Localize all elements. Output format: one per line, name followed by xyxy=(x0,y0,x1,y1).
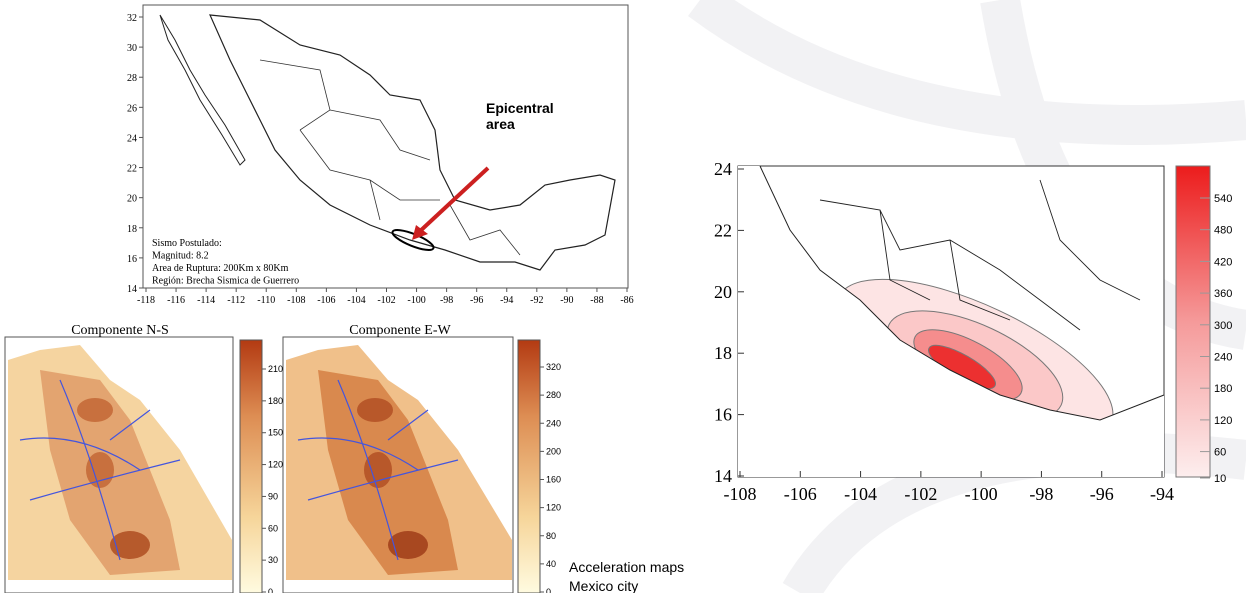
x-tick-label: -112 xyxy=(227,295,245,306)
y-tick-label: 24 xyxy=(127,133,137,144)
map-title: Componente E-W xyxy=(349,323,451,338)
x-tick-label: -96 xyxy=(1090,484,1114,504)
x-tick-label: -104 xyxy=(347,295,365,306)
y-tick-label: 24 xyxy=(714,159,732,179)
x-tick-label: -116 xyxy=(167,295,185,306)
figure: -118 -116 -114 -112 -110 -108 -106 -104 -102 -100… xyxy=(0,0,1246,593)
colorbar xyxy=(1176,166,1210,477)
colorbar-label: 210 xyxy=(268,364,283,374)
colorbar-label: 120 xyxy=(546,503,561,513)
colorbar-label: 150 xyxy=(268,428,283,438)
city-map-ew xyxy=(283,337,540,593)
colorbar-label: 240 xyxy=(546,418,561,428)
info-line: Sismo Postulado: xyxy=(152,238,222,249)
y-tick-label: 14 xyxy=(127,284,137,295)
colorbar-label: 120 xyxy=(1214,415,1232,427)
colorbar-label: 0 xyxy=(268,587,273,593)
y-tick-label: 30 xyxy=(127,43,137,54)
page: -118 -116 -114 -112 -110 -108 -106 -104 -102 -100… xyxy=(0,0,1246,593)
colorbar-label: 540 xyxy=(1214,193,1232,205)
colorbar-label: 240 xyxy=(1214,351,1232,363)
y-tick-label: 16 xyxy=(714,405,732,425)
x-tick-label: -90 xyxy=(560,295,573,306)
x-tick-label: -108 xyxy=(724,484,757,504)
y-tick-label: 28 xyxy=(127,73,137,84)
x-tick-label: -110 xyxy=(257,295,275,306)
colorbar-label: 40 xyxy=(546,559,556,569)
x-tick-label: -92 xyxy=(530,295,543,306)
colorbar-label: 180 xyxy=(268,396,283,406)
colorbar-label: 480 xyxy=(1214,225,1232,237)
caption: Mexico city xyxy=(569,578,638,593)
info-line: Area de Ruptura: 200Km x 80Km xyxy=(152,263,289,274)
y-tick-label: 18 xyxy=(714,343,732,363)
colorbar-label: 90 xyxy=(268,491,278,501)
x-tick-label: -100 xyxy=(965,484,998,504)
x-tick-label: -88 xyxy=(590,295,603,306)
city-map-ns xyxy=(5,337,262,593)
y-tick-label: 18 xyxy=(127,224,137,235)
x-tick-label: -104 xyxy=(844,484,877,504)
colorbar-label: 60 xyxy=(268,523,278,533)
x-tick-label: -94 xyxy=(1150,484,1174,504)
x-tick-label: -102 xyxy=(377,295,395,306)
map-title: Componente N-S xyxy=(71,323,169,338)
x-tick-label: -106 xyxy=(784,484,817,504)
colorbar-label: 80 xyxy=(546,531,556,541)
annotation: Epicentral area xyxy=(486,100,586,132)
info-line: Magnitud: 8.2 xyxy=(152,251,209,262)
y-tick-label: 22 xyxy=(127,164,137,175)
colorbar-label: 60 xyxy=(1214,447,1226,459)
y-tick-label: 14 xyxy=(714,466,732,486)
info-line: Región: Brecha Sismica de Guerrero xyxy=(152,276,299,287)
colorbar-label: 300 xyxy=(1214,320,1232,332)
x-tick-label: -102 xyxy=(904,484,937,504)
colorbar-label: 30 xyxy=(268,555,278,565)
colorbar-label: 180 xyxy=(1214,383,1232,395)
colorbar-label: 160 xyxy=(546,475,561,485)
caption: Acceleration maps xyxy=(569,559,684,575)
colorbar-label: 0 xyxy=(546,587,551,593)
colorbar-label: 200 xyxy=(546,446,561,456)
x-tick-label: -114 xyxy=(197,295,215,306)
y-tick-label: 32 xyxy=(127,13,137,24)
x-tick-label: -98 xyxy=(1029,484,1053,504)
y-tick-label: 20 xyxy=(714,282,732,302)
x-tick-label: -108 xyxy=(287,295,305,306)
y-tick-label: 26 xyxy=(127,103,137,114)
colorbar-label: 420 xyxy=(1214,256,1232,268)
y-tick-label: 20 xyxy=(127,194,137,205)
x-tick-label: -106 xyxy=(317,295,335,306)
colorbar-label: 360 xyxy=(1214,288,1232,300)
x-tick-label: -86 xyxy=(620,295,633,306)
x-tick-label: -96 xyxy=(470,295,483,306)
x-tick-label: -94 xyxy=(500,295,513,306)
y-tick-label: 22 xyxy=(714,220,732,240)
colorbar-label: 280 xyxy=(546,390,561,400)
x-tick-label: -118 xyxy=(137,295,155,306)
x-tick-label: -100 xyxy=(407,295,425,306)
colorbar-label: 320 xyxy=(546,362,561,372)
colorbar-label: 10 xyxy=(1214,473,1226,485)
y-tick-label: 16 xyxy=(127,254,137,265)
colorbar-label: 120 xyxy=(268,460,283,470)
x-tick-label: -98 xyxy=(440,295,453,306)
